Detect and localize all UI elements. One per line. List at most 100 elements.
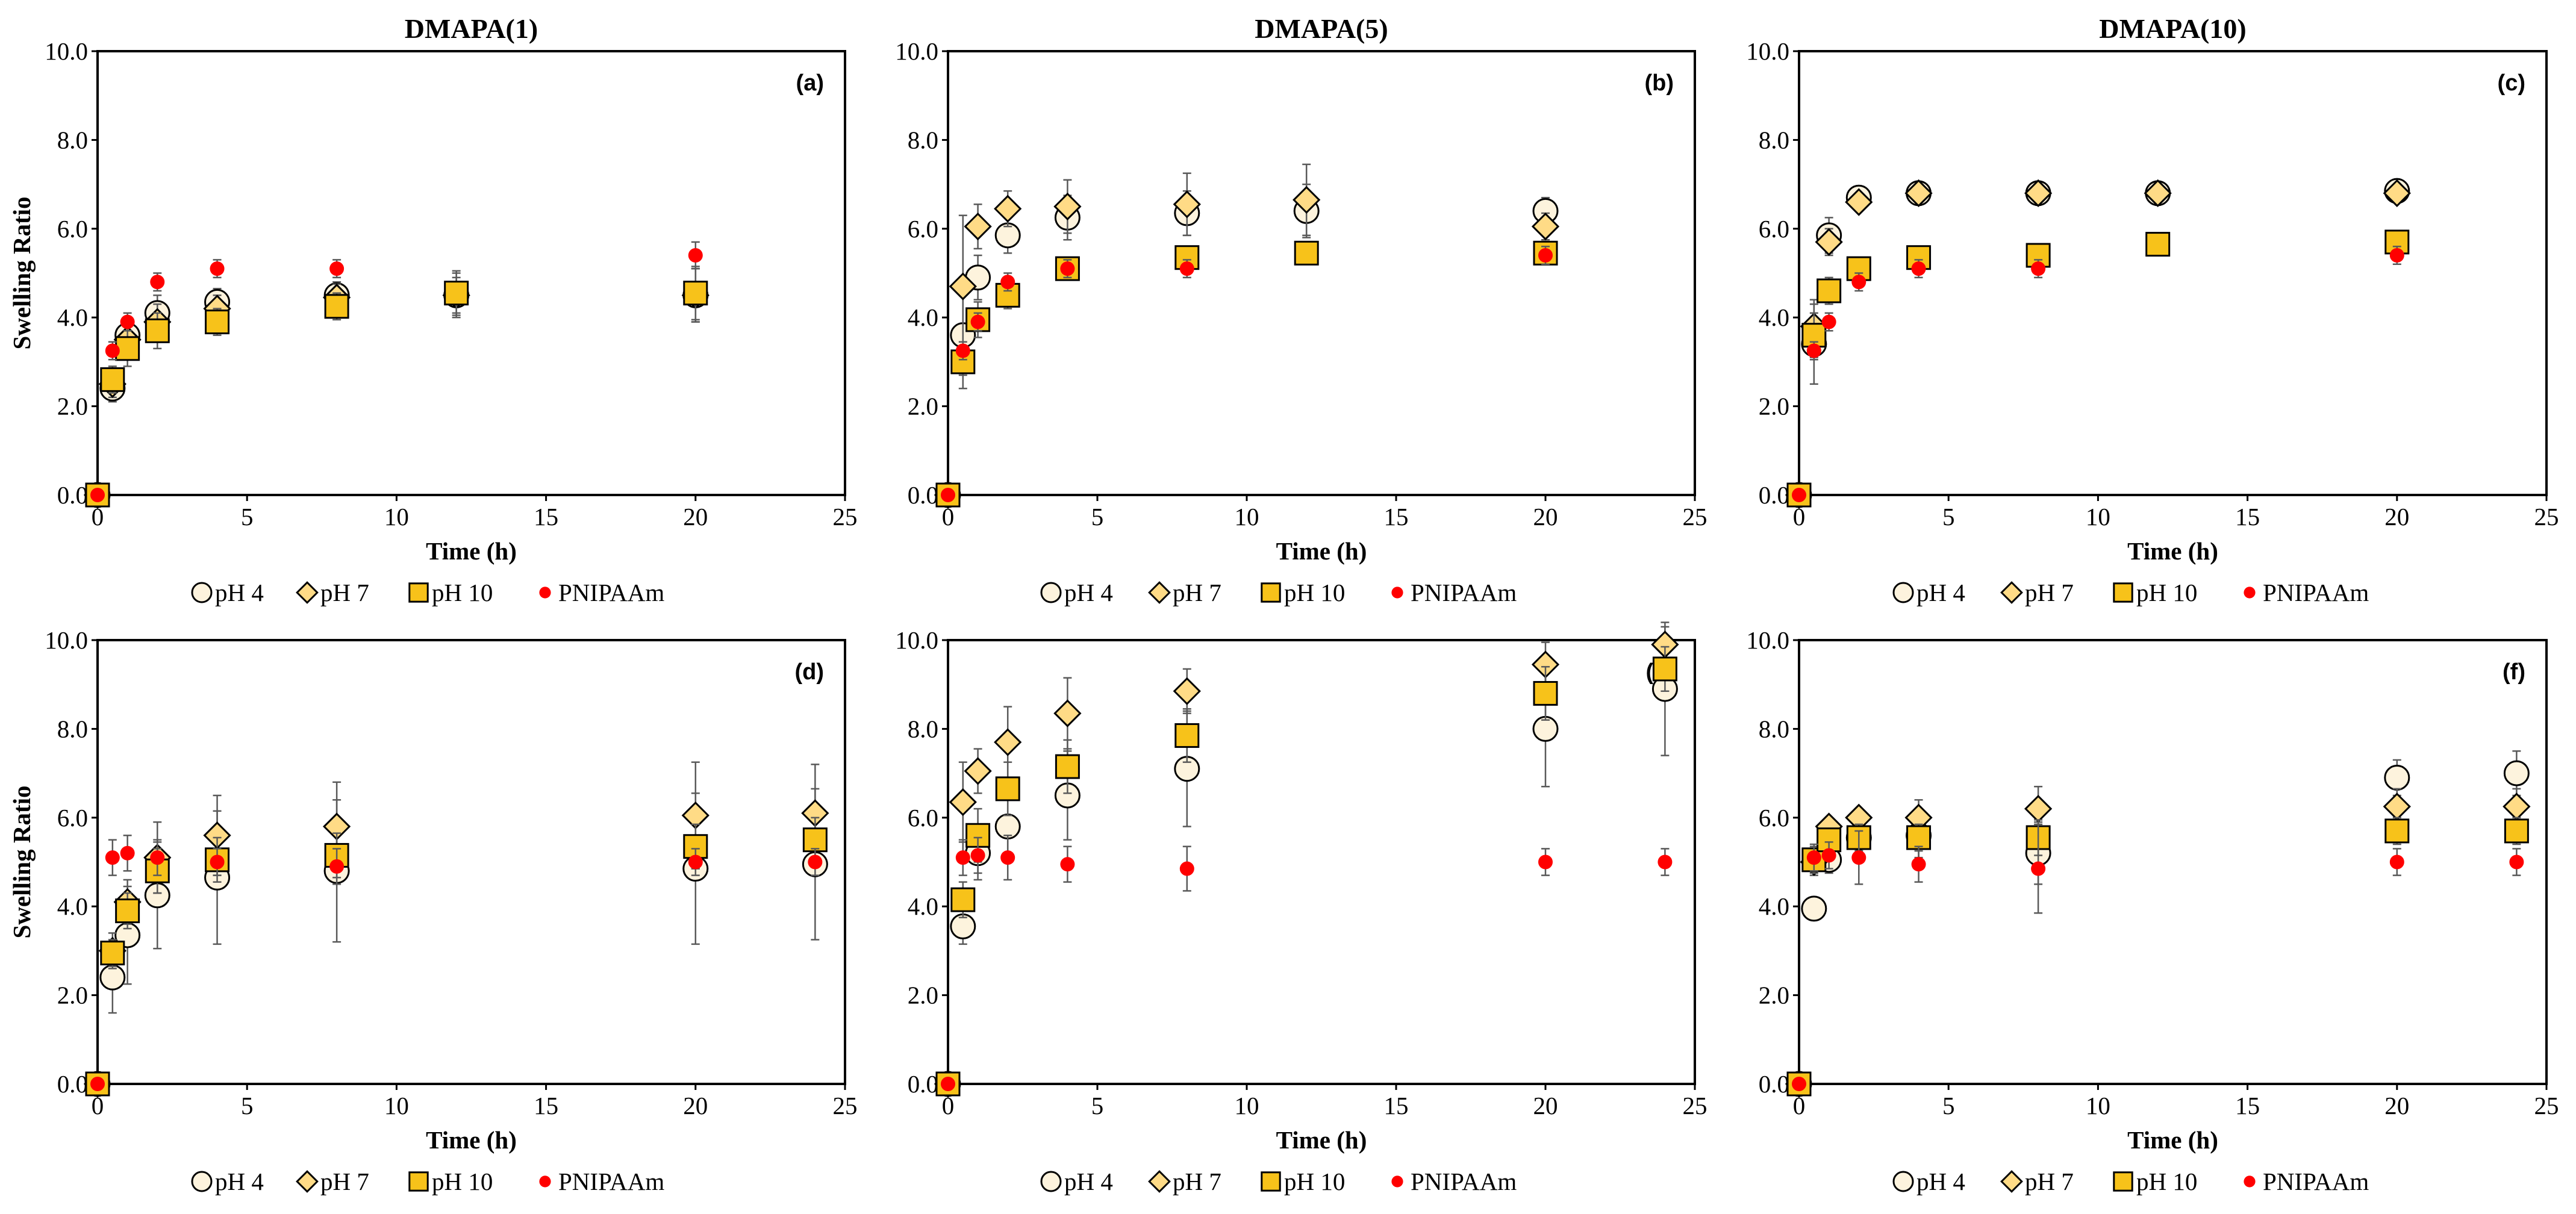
plot-frame	[96, 639, 846, 1085]
legend-marker-ph-4	[1892, 1171, 1914, 1192]
x-tick-label: 10	[1235, 1092, 1259, 1119]
data-point-pnipaam	[1806, 850, 1821, 865]
data-point-ph-7	[964, 757, 992, 785]
x-tick-label: 10	[1235, 503, 1259, 531]
plot-frame	[947, 639, 1696, 1085]
legend-marker-ph-10	[1261, 582, 1281, 603]
data-point-ph-10	[1906, 825, 1932, 850]
x-tick-label: 10	[2086, 1092, 2110, 1119]
x-axis-label: Time (h)	[2127, 1126, 2218, 1154]
data-point-pnipaam	[120, 845, 135, 861]
legend-label-ph-4: pH 4	[1064, 1168, 1113, 1195]
data-point-pnipaam	[90, 1077, 105, 1091]
chart-panel-d: 0.0 2.0 4.0 6.0 8.0 10.0 0 5 10 15 20 25 Time (h) Swe…	[8, 626, 858, 1195]
data-point-ph-7	[2024, 794, 2053, 823]
series-ph-10	[935, 240, 1558, 508]
y-tick-label: 8.0	[57, 715, 88, 742]
legend: pH 4 pH 7 pH 10 PNIPAAm	[191, 1168, 664, 1195]
data-point-ph-7	[1173, 190, 1201, 219]
plot-frame	[1798, 50, 2548, 496]
series-ph-7	[83, 761, 829, 1098]
x-tick-label: 15	[2235, 1092, 2260, 1119]
legend-marker-ph-4	[1040, 1171, 1062, 1192]
data-point-pnipaam	[1179, 861, 1194, 876]
data-point-ph-4	[2384, 764, 2410, 791]
y-tick-label: 6.0	[1759, 804, 1789, 832]
y-tick-label: 4.0	[908, 304, 938, 331]
chart-panel-b: 0.0 2.0 4.0 6.0 8.0 10.0 0 5 10 15 20 25 Time (h) DMA…	[895, 13, 1707, 606]
series-pnipaam	[1792, 823, 2524, 1091]
y-tick-label: 6.0	[57, 804, 88, 832]
legend-label-ph-4: pH 4	[215, 579, 264, 606]
data-point-ph-4	[2503, 760, 2530, 786]
legend-marker-ph-7	[296, 1170, 319, 1193]
x-tick-label: 20	[1533, 1092, 1558, 1119]
plot-frame	[947, 50, 1696, 496]
x-axis-label: Time (h)	[426, 1126, 517, 1154]
y-tick-label: 8.0	[1759, 126, 1789, 154]
legend-marker-pnipaam	[539, 587, 551, 599]
legend: pH 4 pH 7 pH 10 PNIPAAm	[1040, 1168, 1517, 1195]
panel-label: (f)	[2503, 659, 2525, 685]
data-point-pnipaam	[210, 261, 225, 276]
legend-label-ph-10: pH 10	[432, 579, 493, 606]
legend-marker-ph-4	[1892, 582, 1914, 603]
data-point-ph-10	[1533, 680, 1558, 706]
x-tick-label: 5	[241, 503, 254, 531]
y-tick-label: 6.0	[1759, 215, 1789, 243]
x-tick-label: 0	[1793, 1092, 1806, 1119]
data-point-ph-7	[1053, 192, 1082, 221]
x-tick-label: 25	[833, 503, 858, 531]
x-tick-label: 20	[683, 1092, 708, 1119]
data-point-ph-7	[1815, 228, 1843, 257]
data-point-ph-10	[115, 336, 140, 361]
data-point-ph-7	[2503, 792, 2531, 821]
data-point-ph-10	[1786, 1071, 1812, 1097]
data-point-ph-7	[994, 728, 1022, 756]
data-point-pnipaam	[1538, 248, 1553, 263]
y-tick-label: 2.0	[57, 982, 88, 1009]
data-point-ph-10	[85, 482, 110, 508]
data-point-ph-10	[2384, 818, 2410, 844]
data-point-pnipaam	[2389, 854, 2404, 870]
data-point-ph-10	[2504, 818, 2529, 844]
legend-label-ph-7: pH 7	[320, 579, 369, 606]
data-point-ph-7	[994, 195, 1022, 223]
series-ph-10	[1786, 229, 2410, 508]
data-point-pnipaam	[210, 854, 225, 870]
y-tick-label: 2.0	[908, 982, 938, 1009]
legend-marker-pnipaam	[2244, 587, 2256, 599]
legend-label-ph-10: pH 10	[1284, 579, 1345, 606]
legend: pH 4 pH 7 pH 10 PNIPAAm	[1892, 579, 2369, 606]
legend-marker-ph-10	[408, 1171, 429, 1192]
x-tick-label: 15	[1384, 1092, 1409, 1119]
data-point-pnipaam	[329, 261, 345, 276]
series-ph-4	[84, 267, 709, 508]
data-point-pnipaam	[955, 343, 970, 358]
data-point-pnipaam	[120, 314, 135, 329]
data-point-ph-10	[1294, 240, 1319, 266]
data-point-pnipaam	[955, 850, 970, 865]
legend-label-pnipaam: PNIPAAm	[1411, 1168, 1517, 1195]
data-point-ph-10	[2026, 243, 2051, 268]
x-tick-label: 0	[942, 1092, 955, 1119]
legend-marker-ph-7	[2000, 1170, 2023, 1193]
data-point-ph-10	[444, 281, 469, 306]
x-tick-label: 25	[2534, 1092, 2559, 1119]
data-point-pnipaam	[1821, 848, 1836, 863]
legend: pH 4 pH 7 pH 10 PNIPAAm	[191, 579, 664, 606]
x-tick-label: 0	[92, 503, 104, 531]
series-ph-7	[934, 163, 1560, 509]
data-point-pnipaam	[1792, 488, 1806, 502]
series-ph-4	[935, 183, 1559, 508]
y-tick-label: 8.0	[908, 715, 938, 742]
plot-frame	[96, 50, 846, 496]
legend-marker-ph-10	[2113, 1171, 2133, 1192]
series-ph-10	[85, 266, 708, 508]
panel-title: DMAPA(1)	[405, 13, 538, 44]
panel-label: (b)	[1644, 70, 1674, 96]
legend-marker-ph-7	[1148, 1170, 1171, 1193]
data-point-pnipaam	[970, 848, 985, 863]
y-axis-label: Swelling Ratio	[8, 197, 36, 350]
legend-label-ph-4: pH 4	[1916, 1168, 1965, 1195]
